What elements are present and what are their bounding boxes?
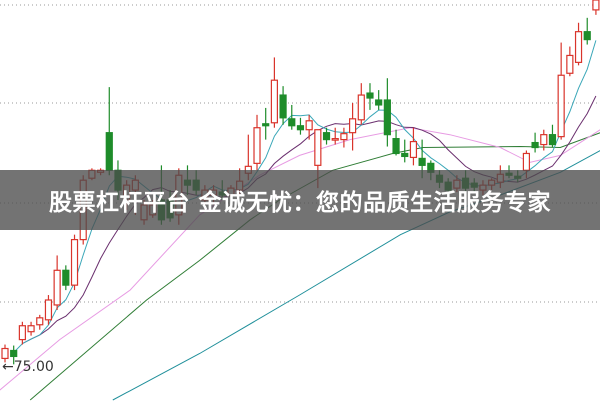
arrow-left-icon: ← [2, 359, 14, 375]
candle-up [357, 94, 365, 121]
candle-up [53, 269, 61, 306]
candle-down [62, 269, 70, 286]
candle-down [322, 132, 331, 141]
candle-down [531, 141, 539, 149]
candle-down [105, 132, 113, 171]
candle-up [70, 239, 79, 286]
candle-up [409, 140, 418, 159]
low-price-value: 75.00 [13, 359, 54, 375]
candle-up [27, 325, 35, 333]
banner-text: 股票杠杆平台 金诚无忧：您的品质生活服务专家 [48, 190, 551, 216]
candle-down [401, 152, 409, 158]
candle-up [36, 317, 44, 326]
ad-banner[interactable]: 股票杠杆平台 金诚无忧：您的品质生活服务专家 [0, 170, 600, 230]
candle-up [349, 118, 357, 134]
candle-up [305, 120, 313, 131]
candle-down [366, 92, 374, 99]
candle-up [340, 133, 348, 141]
candle-down [383, 99, 391, 136]
candle-up [540, 134, 548, 146]
candle-down [392, 138, 400, 155]
candle-up [253, 127, 261, 164]
candle-up [574, 31, 583, 63]
candle-down [375, 99, 383, 106]
candle-up [557, 74, 565, 138]
candle-down [288, 118, 296, 127]
low-price-label: ←75.00 [2, 359, 54, 375]
candle-up [566, 54, 574, 74]
candle-down [418, 157, 426, 166]
candle-up [18, 325, 26, 341]
candle-up [331, 138, 339, 141]
ma20-line [0, 127, 600, 391]
candle-down [10, 349, 18, 358]
candle-down [548, 134, 557, 146]
candle-down [583, 31, 591, 41]
candle-up [522, 152, 531, 171]
candle-up [314, 129, 322, 166]
candle-down [262, 123, 270, 127]
candle-up [270, 79, 278, 124]
candle-down [279, 94, 287, 119]
candle-up [1, 347, 9, 360]
candle-down [296, 125, 305, 131]
candle-up [592, 0, 600, 11]
candle-up [44, 299, 53, 321]
